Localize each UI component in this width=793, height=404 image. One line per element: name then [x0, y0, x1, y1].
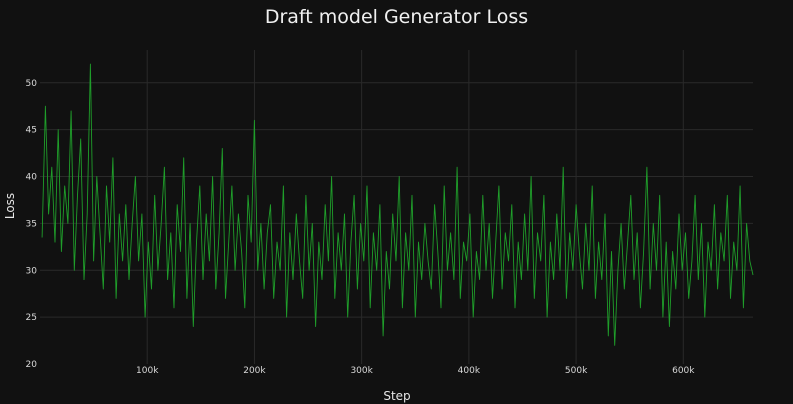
chart-title: Draft model Generator Loss [264, 6, 529, 28]
y-tick-label: 35 [26, 219, 37, 229]
x-tick-label: 400k [458, 366, 481, 376]
loss-line [41, 63, 754, 346]
y-tick-label: 25 [26, 313, 37, 323]
y-tick-label: 50 [26, 79, 38, 89]
x-tick-label: 600k [672, 366, 695, 376]
y-tick-label: 45 [26, 126, 37, 136]
axis-ticks: 20 25 30 35 40 45 50 100k 200k 300k 400k 500k 600k [26, 79, 696, 376]
x-tick-label: 100k [136, 366, 159, 376]
y-tick-label: 20 [26, 360, 38, 370]
y-tick-label: 30 [26, 266, 38, 276]
x-axis-title: Step [383, 389, 410, 403]
x-tick-label: 200k [243, 366, 266, 376]
x-tick-label: 500k [565, 366, 588, 376]
loss-series [41, 63, 754, 346]
y-tick-label: 40 [26, 173, 38, 183]
gridlines [40, 50, 753, 364]
x-tick-label: 300k [350, 366, 373, 376]
y-axis-title: Loss [3, 193, 17, 219]
